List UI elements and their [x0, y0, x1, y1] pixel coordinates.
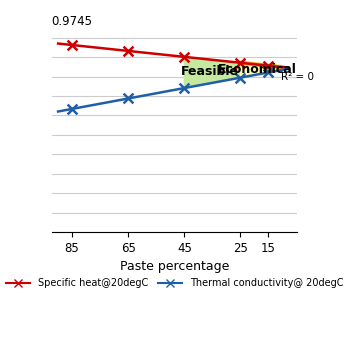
Point	[266, 70, 271, 75]
Point	[69, 42, 75, 48]
Text: Economical: Economical	[218, 63, 297, 76]
Point	[125, 96, 131, 101]
Text: Feasible: Feasible	[180, 65, 239, 78]
Point	[181, 54, 187, 60]
Text: R² = 0: R² = 0	[281, 72, 314, 82]
Point	[238, 60, 243, 66]
Point	[69, 106, 75, 112]
Polygon shape	[184, 57, 240, 88]
X-axis label: Paste percentage: Paste percentage	[120, 260, 229, 273]
Point	[238, 75, 243, 80]
Text: 0.9745: 0.9745	[51, 15, 92, 28]
Point	[266, 63, 271, 68]
Point	[125, 48, 131, 54]
Polygon shape	[240, 63, 282, 77]
Legend: Specific heat@20degC, Thermal conductivity@ 20degC: Specific heat@20degC, Thermal conductivi…	[2, 275, 347, 292]
Point	[181, 85, 187, 91]
